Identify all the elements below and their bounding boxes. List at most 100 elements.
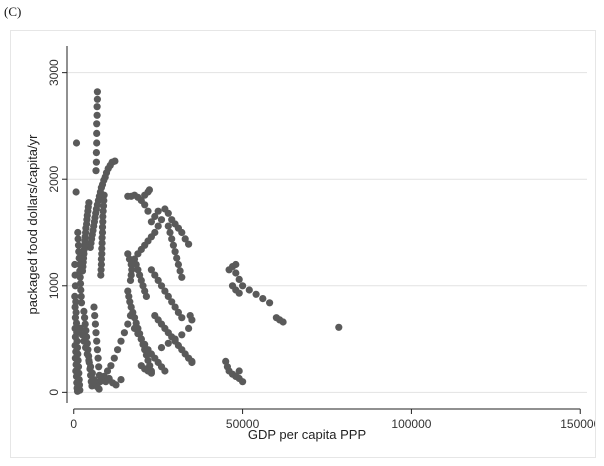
- data-point: [279, 318, 287, 326]
- data-point: [120, 329, 128, 337]
- data-point: [94, 354, 102, 362]
- data-point: [161, 287, 169, 295]
- data-point: [93, 103, 101, 111]
- data-point: [141, 340, 149, 348]
- data-point: [171, 248, 179, 256]
- data-point: [235, 367, 243, 375]
- data-point: [93, 129, 101, 137]
- data-point: [239, 282, 247, 290]
- data-point: [157, 282, 166, 290]
- data-point: [71, 260, 79, 269]
- axes: 0 1000 2000 3000 0 50000 100000 150000: [47, 46, 595, 431]
- data-point: [93, 111, 101, 119]
- data-point: [178, 331, 186, 339]
- data-point: [76, 267, 84, 275]
- data-point: [147, 369, 155, 377]
- data-point: [98, 228, 107, 237]
- data-point: [91, 312, 99, 320]
- data-point: [178, 228, 186, 237]
- x-tick-label-1: 50000: [226, 417, 260, 431]
- data-point: [88, 369, 96, 377]
- data-point: [222, 357, 230, 365]
- grid-lines: [67, 72, 587, 393]
- x-tick-label-0: 0: [70, 417, 77, 431]
- data-point: [127, 260, 135, 269]
- data-point: [147, 218, 155, 226]
- y-tick-label-2: 2000: [47, 166, 61, 193]
- data-point: [161, 367, 169, 375]
- y-tick-label-1: 1000: [47, 272, 61, 299]
- data-point: [235, 289, 243, 297]
- data-point: [72, 139, 81, 147]
- data-point: [81, 320, 89, 328]
- data-point: [91, 320, 99, 328]
- data-point: [74, 241, 83, 249]
- data-point: [245, 286, 253, 294]
- data-point: [154, 207, 162, 215]
- data-point: [185, 240, 193, 248]
- data-point: [71, 292, 79, 300]
- data-point: [83, 350, 91, 358]
- data-point: [71, 282, 79, 290]
- data-point: [168, 235, 176, 243]
- data-point: [93, 139, 101, 147]
- y-tick-label-0: 0: [47, 389, 61, 396]
- data-point: [75, 254, 83, 262]
- data-point: [117, 376, 125, 384]
- data-point: [154, 276, 162, 284]
- data-point: [87, 363, 95, 371]
- data-point: [176, 267, 184, 275]
- data-point: [80, 337, 88, 345]
- data-point: [98, 239, 106, 247]
- data-point: [117, 337, 125, 345]
- data-point: [76, 324, 85, 332]
- data-point: [134, 330, 142, 338]
- data-point: [125, 255, 134, 263]
- data-point: [80, 307, 88, 315]
- data-point: [147, 266, 155, 274]
- data-point: [92, 149, 100, 157]
- data-point: [126, 276, 135, 284]
- data-point: [164, 292, 172, 300]
- data-point: [157, 216, 166, 224]
- data-point: [93, 95, 101, 103]
- data-point: [97, 266, 105, 274]
- data-point: [124, 320, 132, 328]
- data-point: [81, 314, 89, 322]
- data-point: [82, 344, 90, 352]
- data-point: [72, 298, 80, 306]
- y-tick-label-3: 3000: [47, 59, 61, 86]
- data-point: [99, 218, 107, 226]
- data-point: [110, 354, 118, 362]
- data-point: [100, 191, 108, 199]
- data-point: [95, 363, 103, 371]
- data-point: [130, 314, 139, 322]
- data-point: [71, 314, 79, 322]
- data-point: [178, 314, 186, 322]
- data-point: [72, 188, 80, 196]
- data-point: [151, 212, 159, 221]
- data-point: [86, 243, 94, 251]
- data-point: [141, 201, 149, 209]
- data-point: [266, 299, 274, 307]
- data-point: [232, 260, 240, 269]
- data-point: [164, 209, 172, 217]
- data-point: [78, 331, 86, 339]
- data-point: [77, 299, 86, 307]
- data-point: [174, 260, 182, 269]
- data-point: [75, 248, 83, 256]
- data-point: [127, 271, 135, 279]
- data-point: [137, 276, 145, 284]
- data-point: [130, 324, 139, 332]
- data-point: [174, 308, 182, 316]
- x-tick-label-3: 150000: [560, 417, 595, 431]
- data-point: [107, 362, 115, 370]
- data-point: [99, 212, 107, 221]
- data-point: [137, 335, 145, 343]
- x-axis-title: GDP per capita PPP: [248, 427, 366, 442]
- data-point: [99, 202, 108, 210]
- data-points: [71, 88, 343, 395]
- x-tick-label-2: 100000: [391, 417, 431, 431]
- data-point: [178, 273, 186, 281]
- data-point: [97, 260, 105, 269]
